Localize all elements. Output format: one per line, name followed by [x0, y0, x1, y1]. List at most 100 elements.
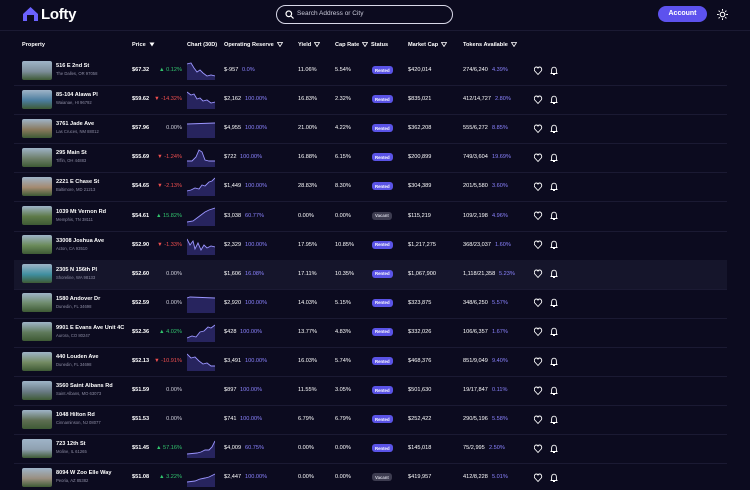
price: $54.61	[132, 212, 150, 219]
row-actions[interactable]	[534, 211, 564, 221]
row-actions[interactable]	[534, 124, 564, 134]
row-actions[interactable]	[534, 240, 564, 250]
price-change: ▼ -1.33%	[157, 241, 182, 248]
property-thumbnail	[22, 89, 52, 109]
property-thumbnail	[22, 235, 52, 255]
property-thumbnail	[22, 206, 52, 225]
table-row[interactable]: 33008 Joshua Ave Acton, CA 93510 $52.90 ▼ -…	[14, 231, 727, 261]
logo-icon	[23, 7, 38, 21]
property-thumbnail	[22, 264, 52, 284]
cap-rate: 6.79%	[335, 416, 351, 423]
price-change: ▼ -10.91%	[154, 358, 182, 364]
status-badge: Rented	[372, 327, 393, 336]
reserve-percent: 100.00%	[240, 416, 263, 423]
sort-icon	[362, 42, 369, 48]
row-actions[interactable]	[534, 357, 564, 367]
price: $52.90	[132, 241, 150, 248]
status-badge: Rented	[372, 298, 393, 307]
column-header[interactable]: Price	[132, 42, 155, 48]
market-cap: $252,422	[408, 416, 432, 423]
column-header[interactable]: Market Cap	[408, 42, 448, 48]
table-row[interactable]: 85-104 Alawa Pl Waianae, HI 96792 $59.62 ▼ …	[14, 85, 727, 116]
theme-toggle[interactable]	[717, 9, 728, 20]
column-header[interactable]: Operating Reserve	[224, 42, 283, 48]
price-change: ▲ 3.22%	[159, 474, 182, 481]
table-row[interactable]: 723 12th St Moline, IL 61265 $51.45 ▲ 57.16…	[14, 434, 727, 465]
property-city: Las Cruces, NM 88012	[56, 129, 99, 135]
tokens-percent: 3.60%	[492, 183, 508, 190]
table-row[interactable]: 295 Main St Tiffin, OH 44883 $55.69 ▼ -1.24…	[14, 143, 727, 174]
price: $52.36	[132, 328, 150, 335]
property-thumbnail	[22, 380, 52, 400]
property-address: 1580 Andover Dr	[56, 295, 101, 302]
price: $54.65	[132, 183, 150, 190]
yield: 17.95%	[298, 241, 317, 248]
row-actions[interactable]	[534, 327, 564, 337]
property-thumbnail	[22, 438, 52, 458]
reserve-percent: 16.08%	[245, 270, 264, 277]
row-actions[interactable]	[534, 386, 564, 396]
market-cap: $420,014	[408, 67, 432, 73]
column-header[interactable]: Yield	[298, 42, 321, 48]
reserve-percent: 100.00%	[245, 241, 268, 248]
table-row[interactable]: 8094 W Zoo Elle Way Peoria, AZ 85382 $51.0…	[14, 463, 727, 490]
row-actions[interactable]	[534, 473, 564, 483]
property-thumbnail	[22, 322, 52, 342]
operating-reserve: $2,162	[224, 96, 242, 103]
property-city: The Dalles, OR 97058	[56, 71, 98, 76]
property-city: Saint Albans, MO 63073	[56, 391, 102, 397]
status-badge: Rented	[372, 444, 393, 453]
table-row[interactable]: 2221 E Chase St Baltimore, MD 21213 $54.65…	[14, 172, 727, 203]
row-actions[interactable]	[534, 298, 564, 308]
sort-icon	[313, 42, 321, 48]
table-row[interactable]: 1039 Mt Vernon Rd Memphis, TN 38111 $54.61…	[14, 202, 727, 232]
reserve-percent: 100.00%	[245, 358, 268, 364]
sort-icon	[149, 42, 155, 47]
row-actions[interactable]	[534, 95, 564, 105]
column-header[interactable]: Cap Rate	[335, 42, 369, 48]
table-row[interactable]: 516 E 2nd St The Dalles, OR 97058 $67.32 ▲ …	[14, 56, 727, 86]
operating-reserve: $-957	[224, 67, 239, 73]
table-row[interactable]: 3761 Jade Ave Las Cruces, NM 88012 $57.96 0…	[14, 114, 727, 145]
table-row[interactable]: 2305 N 156th Pl Shoreline, WA 98133 $52.60…	[14, 259, 727, 290]
table-row[interactable]: 1048 Hilton Rd Cinnaminson, NJ 08077 $51.5…	[14, 405, 727, 436]
sparkline	[187, 178, 215, 197]
status-badge: Rented	[372, 95, 393, 104]
row-actions[interactable]	[534, 66, 564, 76]
property-thumbnail	[22, 147, 52, 167]
search-box[interactable]: Search Address or City	[276, 5, 453, 24]
table-row[interactable]: 440 Louden Ave Dunedin, FL 34698 $52.13 ▼ -…	[14, 347, 727, 377]
row-actions[interactable]	[534, 182, 564, 192]
tokens-available: 555/6,272	[463, 125, 488, 132]
column-header: Property	[22, 42, 46, 48]
tokens-percent: 5.01%	[492, 474, 508, 481]
property-address: 3761 Jade Ave	[56, 121, 95, 128]
row-actions[interactable]	[534, 415, 564, 425]
property-address: 440 Louden Ave	[56, 354, 99, 360]
operating-reserve: $4,955	[224, 125, 242, 132]
property-thumbnail	[22, 293, 52, 313]
column-header[interactable]: Tokens Available	[463, 42, 518, 48]
reserve-percent: 60.75%	[245, 445, 264, 452]
price: $51.45	[132, 445, 150, 452]
table-row[interactable]: 3560 Saint Albans Rd Saint Albans, MO 630…	[14, 376, 727, 407]
account-button[interactable]: Account	[658, 6, 707, 22]
table-row[interactable]: 9901 E Evans Ave Unit 4C Aurora, CO 80247…	[14, 318, 727, 348]
reserve-percent: 100.00%	[245, 125, 268, 132]
property-address: 723 12th St	[56, 441, 86, 448]
row-actions[interactable]	[534, 153, 564, 163]
tokens-available: 274/6,240	[463, 67, 488, 73]
price: $51.59	[132, 387, 150, 394]
price: $51.08	[132, 474, 150, 481]
row-actions[interactable]	[534, 444, 564, 454]
yield: 0.00%	[298, 474, 314, 481]
status-badge: Rented	[372, 269, 393, 278]
top-bar	[0, 0, 750, 31]
property-city: Dunedin, FL 34698	[56, 362, 92, 367]
tokens-percent: 0.11%	[492, 387, 508, 394]
yield: 16.03%	[298, 358, 317, 364]
price-change: ▲ 15.82%	[155, 212, 182, 219]
table-row[interactable]: 1580 Andover Dr Dunedin, FL 34698 $52.59 0.…	[14, 289, 727, 319]
row-actions[interactable]	[534, 269, 564, 279]
logo[interactable]: Lofty	[41, 6, 77, 23]
